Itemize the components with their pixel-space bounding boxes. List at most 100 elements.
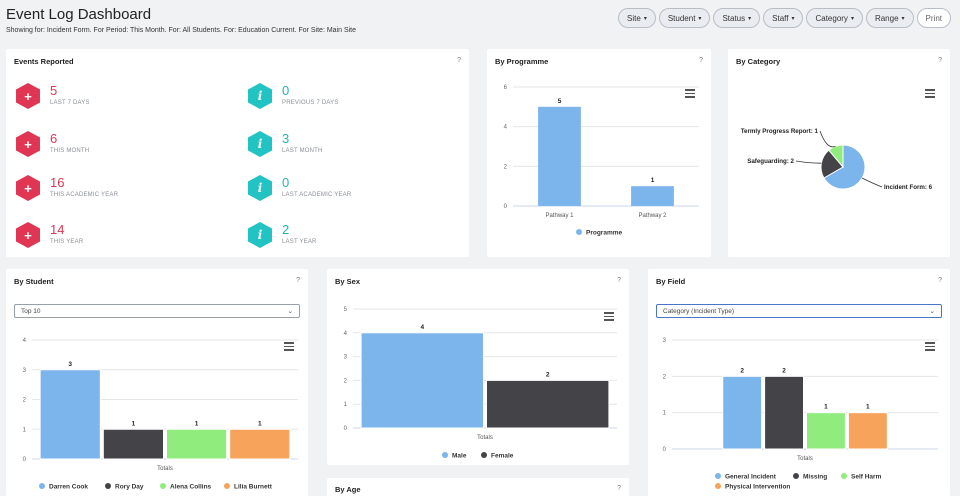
caret-down-icon: ▾ — [748, 15, 752, 22]
y-tick-label: 0 — [23, 457, 27, 463]
page-subtitle: Showing for: Incident Form. For Period: … — [6, 27, 357, 34]
by-student-panel: By Student ? Top 10 ⌄ 0 1 2 3 4 3 1 1 1 Totals Darr… — [6, 269, 308, 496]
event-count: 5 — [50, 83, 58, 98]
help-icon[interactable]: ? — [296, 277, 300, 284]
help-icon[interactable]: ? — [457, 57, 461, 64]
data-label: 2 — [782, 367, 786, 374]
y-tick-label: 1 — [344, 402, 348, 408]
caret-down-icon: ▾ — [643, 15, 647, 22]
legend-label: General Incident — [725, 474, 777, 481]
panel-title: By Programme — [495, 57, 549, 66]
event-period-label: LAST MONTH — [282, 148, 323, 154]
info-icon: i — [248, 222, 272, 248]
help-icon[interactable]: ? — [938, 57, 942, 64]
chart-menu-icon[interactable] — [284, 342, 294, 351]
events-reported-panel: Events Reported ? +5 LAST 7 DAYS i 0 PREVIOU… — [6, 49, 469, 257]
legend-marker — [224, 483, 230, 489]
by-sex-panel: By Sex ? 0 1 2 3 4 5 4 2 Totals Male Female — [327, 269, 629, 465]
legend-marker — [793, 473, 799, 479]
panel-title: By Age — [335, 485, 361, 494]
legend-marker — [576, 229, 582, 235]
caret-down-icon: ▾ — [791, 15, 795, 22]
event-period-label: LAST ACADEMIC YEAR — [282, 192, 352, 198]
filter-status-button[interactable]: Status ▾ — [713, 8, 761, 28]
chart-menu-icon[interactable] — [604, 312, 614, 321]
y-tick-label: 2 — [504, 164, 508, 170]
y-tick-label: 1 — [663, 411, 667, 417]
legend-label: Male — [452, 453, 467, 460]
caret-down-icon: ▾ — [698, 15, 702, 22]
x-tick-label: Totals — [157, 466, 173, 472]
panel-title: Events Reported — [14, 57, 74, 66]
data-label: 1 — [195, 420, 199, 427]
legend-label: Missing — [803, 474, 827, 481]
info-icon: i — [248, 131, 272, 157]
filter-student-button[interactable]: Student ▾ — [658, 8, 711, 28]
data-label: 1 — [651, 177, 655, 184]
info-icon: i — [248, 83, 272, 109]
panel-title: By Field — [656, 277, 686, 286]
help-icon[interactable]: ? — [617, 277, 621, 284]
legend-label: Lilia Burnett — [234, 484, 273, 491]
by-programme-panel: By Programme ? 0 2 4 6 5 Pathway 1 1 Pathway 2 P… — [487, 49, 711, 257]
legend-marker — [481, 452, 487, 458]
data-label: 1 — [866, 404, 870, 411]
bar — [806, 412, 846, 450]
legend-label: Rory Day — [115, 484, 144, 491]
filter-site-button[interactable]: Site ▾ — [618, 8, 656, 28]
help-icon[interactable]: ? — [699, 57, 703, 64]
bar — [360, 332, 484, 429]
y-tick-label: 4 — [504, 125, 508, 131]
legend-label: Alena Collins — [170, 484, 212, 491]
bar — [847, 412, 888, 450]
event-count: 14 — [50, 222, 65, 237]
chart-menu-icon[interactable] — [685, 89, 695, 98]
data-label: 3 — [68, 361, 72, 368]
x-tick-label: Pathway 1 — [545, 213, 574, 219]
event-count: 2 — [282, 222, 290, 237]
pie-data-label: Termly Progress Report: 1 — [741, 128, 819, 135]
event-count: 16 — [50, 175, 65, 190]
y-tick-label: 2 — [663, 374, 667, 380]
help-icon[interactable]: ? — [938, 277, 942, 284]
student-top-select[interactable]: Top 10 ⌄ — [14, 304, 300, 318]
bar — [631, 186, 674, 206]
chart-menu-icon[interactable] — [925, 342, 935, 351]
bar — [102, 428, 164, 460]
x-tick-label: Totals — [477, 435, 493, 441]
field-category-select[interactable]: Category (Incident Type) ⌄ — [656, 304, 942, 318]
filter-range-button[interactable]: Range ▾ — [865, 8, 914, 28]
event-count: 6 — [50, 131, 58, 146]
y-tick-label: 0 — [663, 447, 667, 453]
bar — [722, 375, 763, 450]
legend-label: Darren Cook — [49, 484, 88, 491]
pie-connector — [861, 177, 883, 188]
bar — [166, 428, 228, 460]
filter-category-button[interactable]: Category ▾ — [806, 8, 863, 28]
chevron-down-icon: ⌄ — [929, 308, 935, 315]
help-icon[interactable]: ? — [617, 485, 621, 492]
chart-menu-icon[interactable] — [925, 89, 935, 98]
category-pie-chart: Incident Form: 6 Safeguarding: 2 Termly Pr… — [741, 128, 933, 191]
bar — [764, 375, 805, 450]
y-tick-label: 5 — [344, 307, 348, 313]
data-label: 2 — [740, 367, 744, 374]
pie-connector — [819, 130, 836, 148]
data-label: 1 — [258, 420, 262, 427]
y-tick-label: 4 — [344, 331, 348, 337]
pie-connector — [795, 160, 822, 164]
data-label: 1 — [824, 404, 828, 411]
student-chart: 0 1 2 3 4 3 1 1 1 Totals Darren Cook Rory Day Alena … — [23, 338, 298, 491]
bar — [538, 106, 581, 206]
filter-bar: Site ▾ Student ▾ Status ▾ Staff ▾ Category ▾ … — [618, 8, 951, 28]
y-tick-label: 6 — [504, 85, 508, 91]
filter-staff-button[interactable]: Staff ▾ — [763, 8, 804, 28]
y-tick-label: 3 — [344, 355, 348, 361]
legend-marker — [841, 473, 847, 479]
print-button[interactable]: Print — [916, 8, 951, 28]
legend-marker — [160, 483, 166, 489]
caret-down-icon: ▾ — [901, 15, 905, 22]
panel-title: By Category — [736, 57, 781, 66]
by-age-panel: By Age ? — [327, 478, 629, 496]
event-period-label: THIS YEAR — [50, 239, 84, 245]
